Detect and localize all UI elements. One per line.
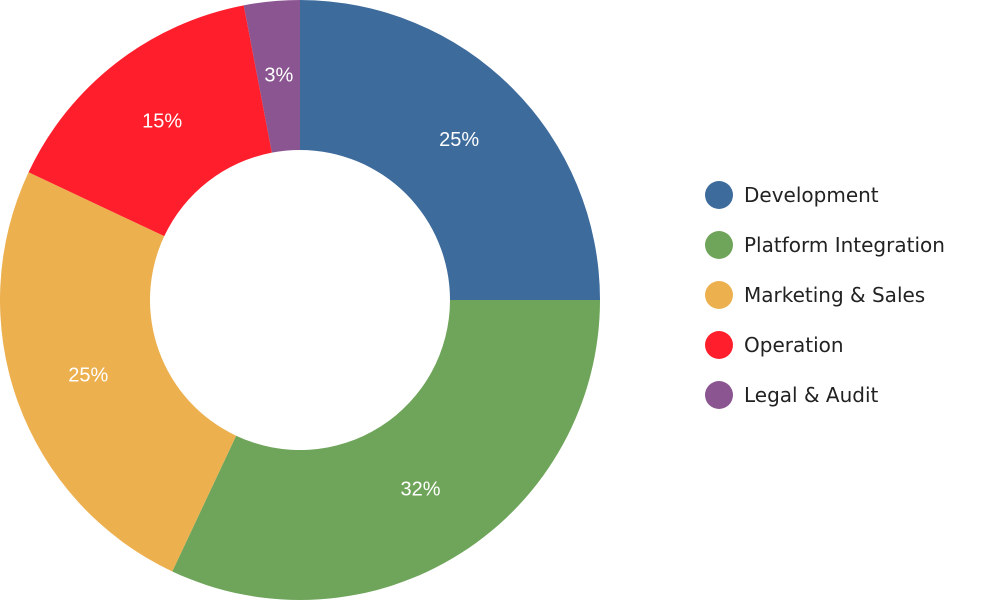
- slice-label-development: 25%: [439, 129, 479, 151]
- legend-item-marketing-and-sales: Marketing & Sales: [705, 270, 945, 320]
- legend: Development Platform Integration Marketing…: [705, 170, 945, 420]
- slice-label-operation: 15%: [142, 110, 182, 132]
- slice-label-platform-integration: 32%: [401, 478, 441, 500]
- legend-label: Operation: [744, 333, 844, 357]
- legend-swatch-development: [705, 181, 733, 209]
- slice-operation: [28, 5, 272, 237]
- legend-swatch-legal-and-audit: [705, 381, 733, 409]
- donut-plot: 25% 32% 25% 15% 3%: [0, 0, 600, 600]
- legend-label: Marketing & Sales: [744, 283, 926, 307]
- legend-item-operation: Operation: [705, 320, 945, 370]
- legend-swatch-platform-integration: [705, 231, 733, 259]
- legend-swatch-marketing-and-sales: [705, 281, 733, 309]
- slice-platform-integration: [172, 300, 600, 600]
- legend-label: Platform Integration: [744, 233, 945, 257]
- legend-item-platform-integration: Platform Integration: [705, 220, 945, 270]
- slice-legal-and-audit: [243, 0, 300, 153]
- legend-swatch-operation: [705, 331, 733, 359]
- legend-label: Legal & Audit: [744, 383, 879, 407]
- slice-label-marketing-and-sales: 25%: [68, 364, 108, 386]
- slice-marketing-and-sales: [0, 172, 237, 572]
- slice-label-legal-and-audit: 3%: [264, 64, 293, 86]
- slice-development: [300, 0, 600, 300]
- legend-label: Development: [744, 183, 879, 207]
- legend-item-legal-and-audit: Legal & Audit: [705, 370, 945, 420]
- legend-item-development: Development: [705, 170, 945, 220]
